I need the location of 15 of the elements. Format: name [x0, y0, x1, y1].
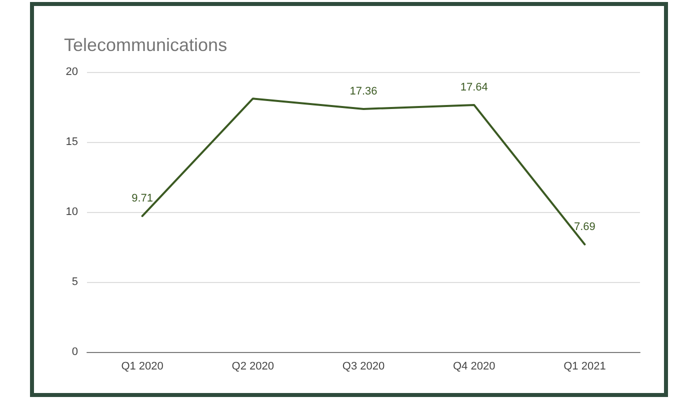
y-tick-label: 15	[66, 136, 78, 148]
chart-title: Telecommunications	[64, 35, 228, 55]
data-label: 17.64	[460, 82, 488, 94]
x-tick-label: Q4 2020	[453, 360, 496, 372]
y-tick-label: 0	[72, 346, 78, 358]
y-tick-label: 20	[66, 66, 78, 78]
data-label: 17.36	[350, 85, 378, 98]
x-tick-label: Q2 2020	[232, 360, 274, 372]
x-tick-label: Q1 2021	[564, 360, 606, 372]
x-tick-label: Q1 2020	[121, 360, 164, 372]
y-tick-label: 5	[72, 276, 78, 288]
data-label: 7.69	[574, 220, 596, 233]
y-tick-label: 10	[66, 206, 78, 218]
x-tick-label: Q3 2020	[342, 360, 385, 372]
data-label: 9.71	[132, 192, 154, 205]
